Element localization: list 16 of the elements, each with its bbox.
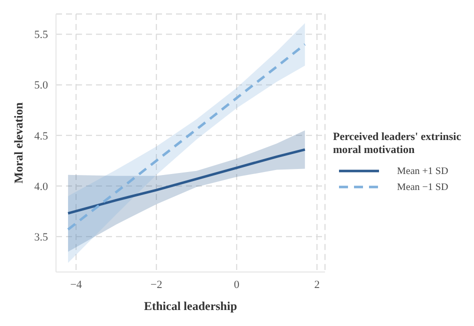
x-tick-label: −4: [70, 278, 82, 291]
x-tick-label: −2: [150, 278, 162, 291]
y-tick-label: 3.5: [34, 231, 48, 244]
x-tick-label: 2: [314, 278, 320, 291]
legend-label: Mean −1 SD: [397, 182, 448, 192]
legend-label: Mean +1 SD: [397, 166, 448, 176]
x-tick-label: 0: [234, 278, 240, 291]
y-axis-title: Moral elevation: [11, 102, 26, 184]
y-tick-label: 4.5: [34, 130, 48, 142]
legend-title: Perceived leaders' extrinsic moral motivation: [333, 131, 462, 157]
x-axis-title: Ethical leadership: [144, 299, 238, 313]
y-tick-label: 5.0: [34, 80, 48, 92]
line-series: [66, 148, 306, 215]
y-tick-label: 5.5: [34, 29, 48, 42]
y-tick-label: 4.0: [34, 180, 48, 193]
line-series: [66, 43, 306, 231]
